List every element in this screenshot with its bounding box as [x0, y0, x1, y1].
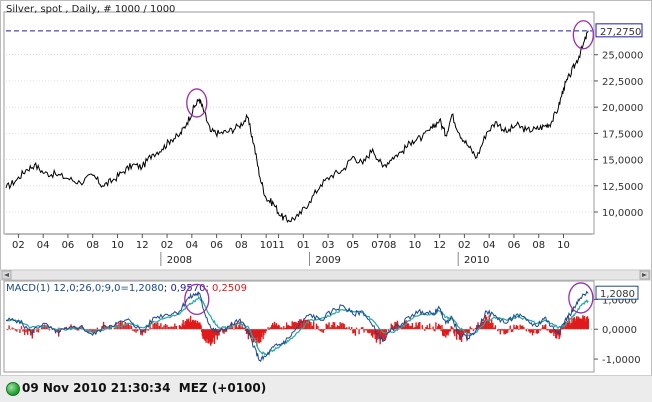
price-y-tick-label: 15,0000 [602, 156, 643, 167]
macd-annotation-circle [184, 283, 210, 316]
scroll-right-icon[interactable] [639, 270, 650, 280]
x-tick-label: 10 [111, 240, 124, 251]
current-price-box [595, 23, 643, 38]
x-tick-label: 03 [322, 240, 335, 251]
x-tick-label: 02 [458, 240, 471, 251]
price-y-tick-label: 12,5000 [602, 182, 643, 193]
x-tick-label: 12 [433, 240, 446, 251]
macd-y-tick-label: -1,0000 [602, 355, 641, 366]
price-series-group [5, 30, 589, 223]
price-y-tick-label: 17,5000 [602, 129, 643, 140]
price-annotation-circle [572, 20, 594, 50]
x-tick-label: 11 [272, 240, 285, 251]
x-tick-label: 12 [136, 240, 149, 251]
x-tick-label: 02 [161, 240, 174, 251]
x-tick-label: 10 [260, 240, 273, 251]
x-tick-label: 08 [235, 240, 248, 251]
x-year-label: 2008 [167, 255, 192, 266]
x-tick-label: 08 [384, 240, 397, 251]
price-chart-title: Silver, spot , Daily, # 1000 / 1000 [6, 4, 175, 15]
x-tick-label: 06 [62, 240, 75, 251]
price-grid [6, 30, 592, 213]
macd-current-box [595, 285, 639, 300]
x-tick-label: 04 [483, 240, 496, 251]
x-tick-label: 10 [408, 240, 421, 251]
price-annotations [186, 20, 594, 118]
x-tick-label: 01 [297, 240, 310, 251]
macd-title-sep-2: ; [205, 283, 212, 294]
scroll-left-icon[interactable] [1, 270, 12, 280]
macd-y-tick-label: 1,0000 [602, 295, 637, 306]
x-tick-label: 05 [347, 240, 360, 251]
status-bar: 09 Nov 2010 21:30:34 MEZ (+0100) [0, 375, 652, 402]
macd-annotation-circle [568, 282, 594, 314]
macd-title: MACD(1) 12,0;26,0;9,0=1,2080; 0,9570; 0,… [6, 283, 247, 294]
panel-scrollbar[interactable] [0, 269, 651, 281]
price-line [5, 30, 589, 223]
x-tick-label: 02 [12, 240, 25, 251]
price-annotation-circle [186, 88, 208, 118]
macd-title-hist: 0,2509 [212, 283, 247, 294]
macd-series-group [5, 290, 589, 363]
x-tick-label: 08 [86, 240, 99, 251]
status-timezone: MEZ (+0100) [178, 381, 267, 395]
current-price-label: 27,2750 [600, 27, 641, 38]
x-tick-label: 07 [371, 240, 384, 251]
macd-title-main: MACD(1) 12,0;26,0;9,0=1,2080 [6, 283, 164, 294]
price-y-tick-label: 25,0000 [602, 51, 643, 62]
x-tick-label: 06 [210, 240, 223, 251]
status-time: 09 Nov 2010 21:30:34 [22, 381, 171, 395]
x-axis: 02 04 06 08 10 12 02 04 06 08 10 11 01 03 05 07 08 10 12 02… [6, 233, 592, 266]
macd-y-tick-label: 0,0000 [602, 325, 637, 336]
macd-title-sep-1: ; [164, 283, 171, 294]
x-tick-label: 10 [557, 240, 570, 251]
macd-annotations [184, 282, 594, 316]
x-tick-label: 06 [508, 240, 521, 251]
x-year-label: 2009 [315, 255, 340, 266]
x-tick-label: 04 [185, 240, 198, 251]
x-axis-strip [4, 235, 594, 269]
price-y-axis: 10,0000 12,5000 15,0000 17,5000 20,0000 22,50… [594, 23, 643, 219]
price-panel [3, 11, 595, 235]
x-tick-label: 08 [532, 240, 545, 251]
status-timestamp: 09 Nov 2010 21:30:34 MEZ (+0100) [22, 381, 266, 395]
macd-current-label: 1,2080 [600, 289, 635, 300]
price-y-tick-label: 22,5000 [602, 77, 643, 88]
connection-status-icon [6, 382, 20, 396]
price-y-tick-label: 10,0000 [602, 208, 643, 219]
macd-line [5, 290, 589, 363]
x-year-label: 2010 [464, 255, 489, 266]
price-y-tick-label: 20,0000 [602, 103, 643, 114]
x-tick-label: 04 [37, 240, 50, 251]
